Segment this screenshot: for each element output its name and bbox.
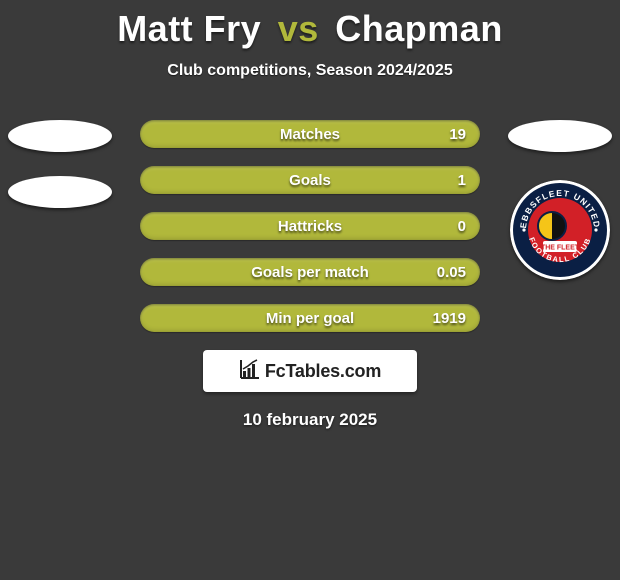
stat-value-right: 0.05 (437, 264, 466, 281)
footer-date: 10 february 2025 (0, 410, 620, 430)
vs-separator: vs (278, 8, 319, 49)
right-avatar-column: EBBSFLEET UNITED FOOTBALL CLUB THE FLEET (508, 120, 612, 280)
player-photo-placeholder (508, 120, 612, 152)
stat-label: Matches (280, 126, 340, 143)
stat-value-right: 1919 (433, 310, 466, 327)
branding-badge: FcTables.com (203, 350, 417, 392)
stat-label: Hattricks (278, 218, 342, 235)
stat-row-min-per-goal: Min per goal 1919 (140, 304, 480, 332)
club-crest-icon: EBBSFLEET UNITED FOOTBALL CLUB THE FLEET (510, 180, 610, 280)
stat-value-right: 19 (449, 126, 466, 143)
stat-row-hattricks: Hattricks 0 (140, 212, 480, 240)
stat-label: Min per goal (266, 310, 354, 327)
stats-table: Matches 19 Goals 1 Hattricks 0 Goals per… (140, 120, 480, 332)
svg-text:THE FLEET: THE FLEET (541, 245, 580, 252)
branding-text: FcTables.com (265, 361, 381, 382)
comparison-card: Matt Fry vs Chapman Club competitions, S… (0, 0, 620, 580)
left-avatar-column (8, 120, 112, 208)
stat-row-goals-per-match: Goals per match 0.05 (140, 258, 480, 286)
page-title: Matt Fry vs Chapman (0, 0, 620, 50)
player-1-name: Matt Fry (117, 8, 261, 49)
player-photo-placeholder (8, 120, 112, 152)
subtitle: Club competitions, Season 2024/2025 (0, 62, 620, 80)
club-crest-placeholder (8, 176, 112, 208)
player-2-name: Chapman (335, 8, 503, 49)
stat-label: Goals per match (251, 264, 369, 281)
stat-label: Goals (289, 172, 331, 189)
stat-row-matches: Matches 19 (140, 120, 480, 148)
stat-value-right: 0 (458, 218, 466, 235)
stat-row-goals: Goals 1 (140, 166, 480, 194)
bar-chart-icon (239, 358, 261, 385)
stat-value-right: 1 (458, 172, 466, 189)
